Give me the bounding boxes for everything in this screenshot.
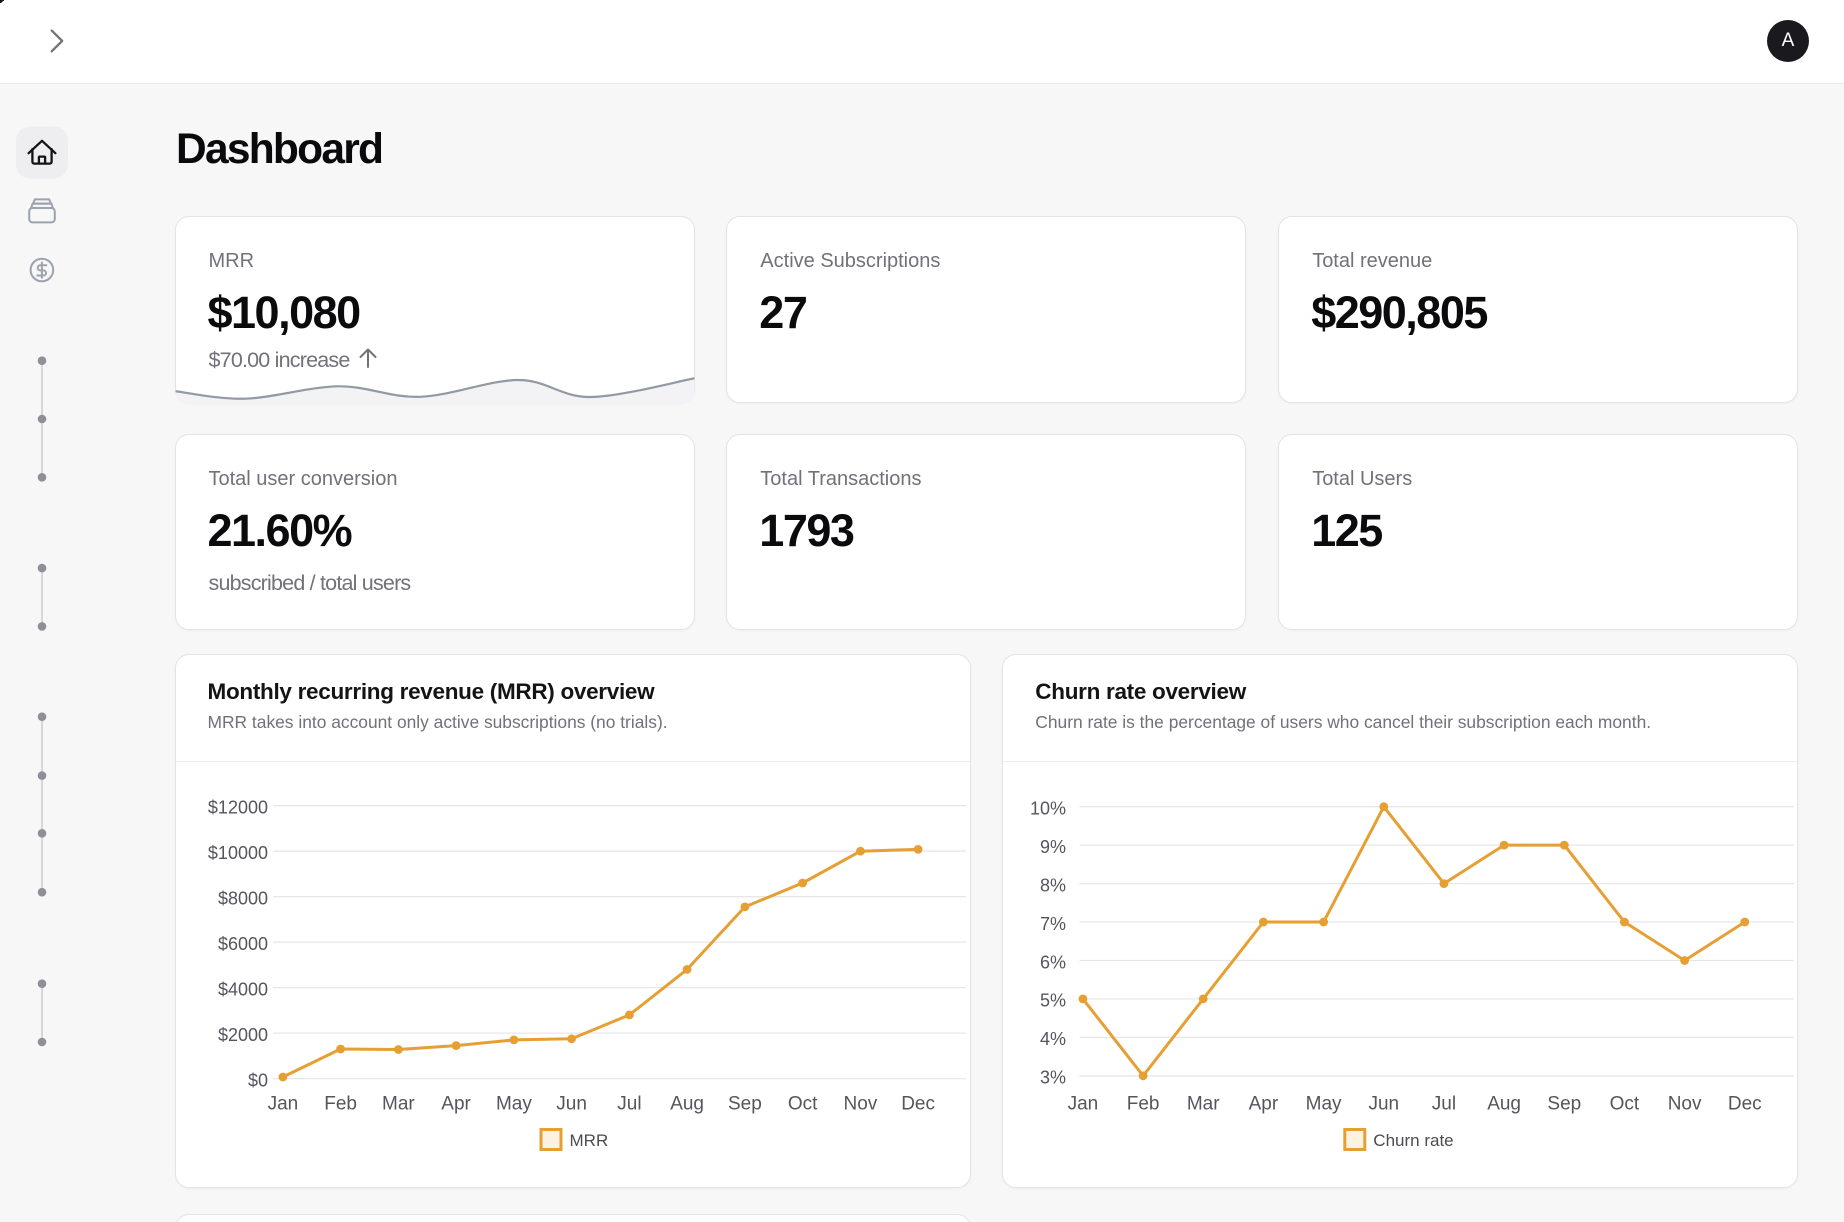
svg-text:Jun: Jun <box>556 1093 587 1114</box>
svg-text:Oct: Oct <box>788 1093 818 1114</box>
svg-text:Jan: Jan <box>268 1093 299 1114</box>
svg-text:4%: 4% <box>1040 1029 1066 1049</box>
svg-text:Mar: Mar <box>1187 1093 1220 1114</box>
svg-text:Feb: Feb <box>324 1093 357 1114</box>
svg-text:May: May <box>496 1093 532 1114</box>
svg-text:Nov: Nov <box>1668 1093 1702 1114</box>
svg-text:8%: 8% <box>1040 875 1066 895</box>
svg-text:$12000: $12000 <box>208 798 268 818</box>
svg-text:$8000: $8000 <box>218 889 268 909</box>
svg-text:Jul: Jul <box>617 1093 641 1114</box>
svg-text:9%: 9% <box>1040 837 1066 857</box>
svg-text:Feb: Feb <box>1127 1093 1160 1114</box>
svg-text:Mar: Mar <box>382 1093 415 1114</box>
svg-text:Dec: Dec <box>1728 1093 1762 1114</box>
svg-text:Jun: Jun <box>1368 1093 1399 1114</box>
svg-text:Sep: Sep <box>1547 1093 1581 1114</box>
svg-text:$4000: $4000 <box>218 979 268 999</box>
svg-text:Jan: Jan <box>1068 1093 1099 1114</box>
svg-text:10%: 10% <box>1030 799 1066 819</box>
svg-text:May: May <box>1306 1093 1342 1114</box>
svg-text:Oct: Oct <box>1610 1093 1640 1114</box>
svg-text:Dec: Dec <box>901 1093 935 1114</box>
svg-text:Apr: Apr <box>441 1093 471 1114</box>
svg-text:Sep: Sep <box>728 1093 762 1114</box>
svg-text:Apr: Apr <box>1249 1093 1279 1114</box>
svg-text:5%: 5% <box>1040 991 1066 1011</box>
svg-text:Aug: Aug <box>670 1093 704 1114</box>
svg-text:$0: $0 <box>248 1070 268 1090</box>
svg-text:Aug: Aug <box>1487 1093 1521 1114</box>
svg-text:MRR: MRR <box>570 1131 609 1150</box>
svg-text:3%: 3% <box>1040 1068 1066 1088</box>
svg-text:7%: 7% <box>1040 914 1066 934</box>
svg-text:6%: 6% <box>1040 952 1066 972</box>
svg-text:$10000: $10000 <box>208 843 268 863</box>
svg-text:Nov: Nov <box>844 1093 878 1114</box>
svg-text:$6000: $6000 <box>218 934 268 954</box>
svg-text:$2000: $2000 <box>218 1025 268 1045</box>
svg-text:Jul: Jul <box>1432 1093 1456 1114</box>
svg-text:Churn rate: Churn rate <box>1373 1131 1453 1150</box>
